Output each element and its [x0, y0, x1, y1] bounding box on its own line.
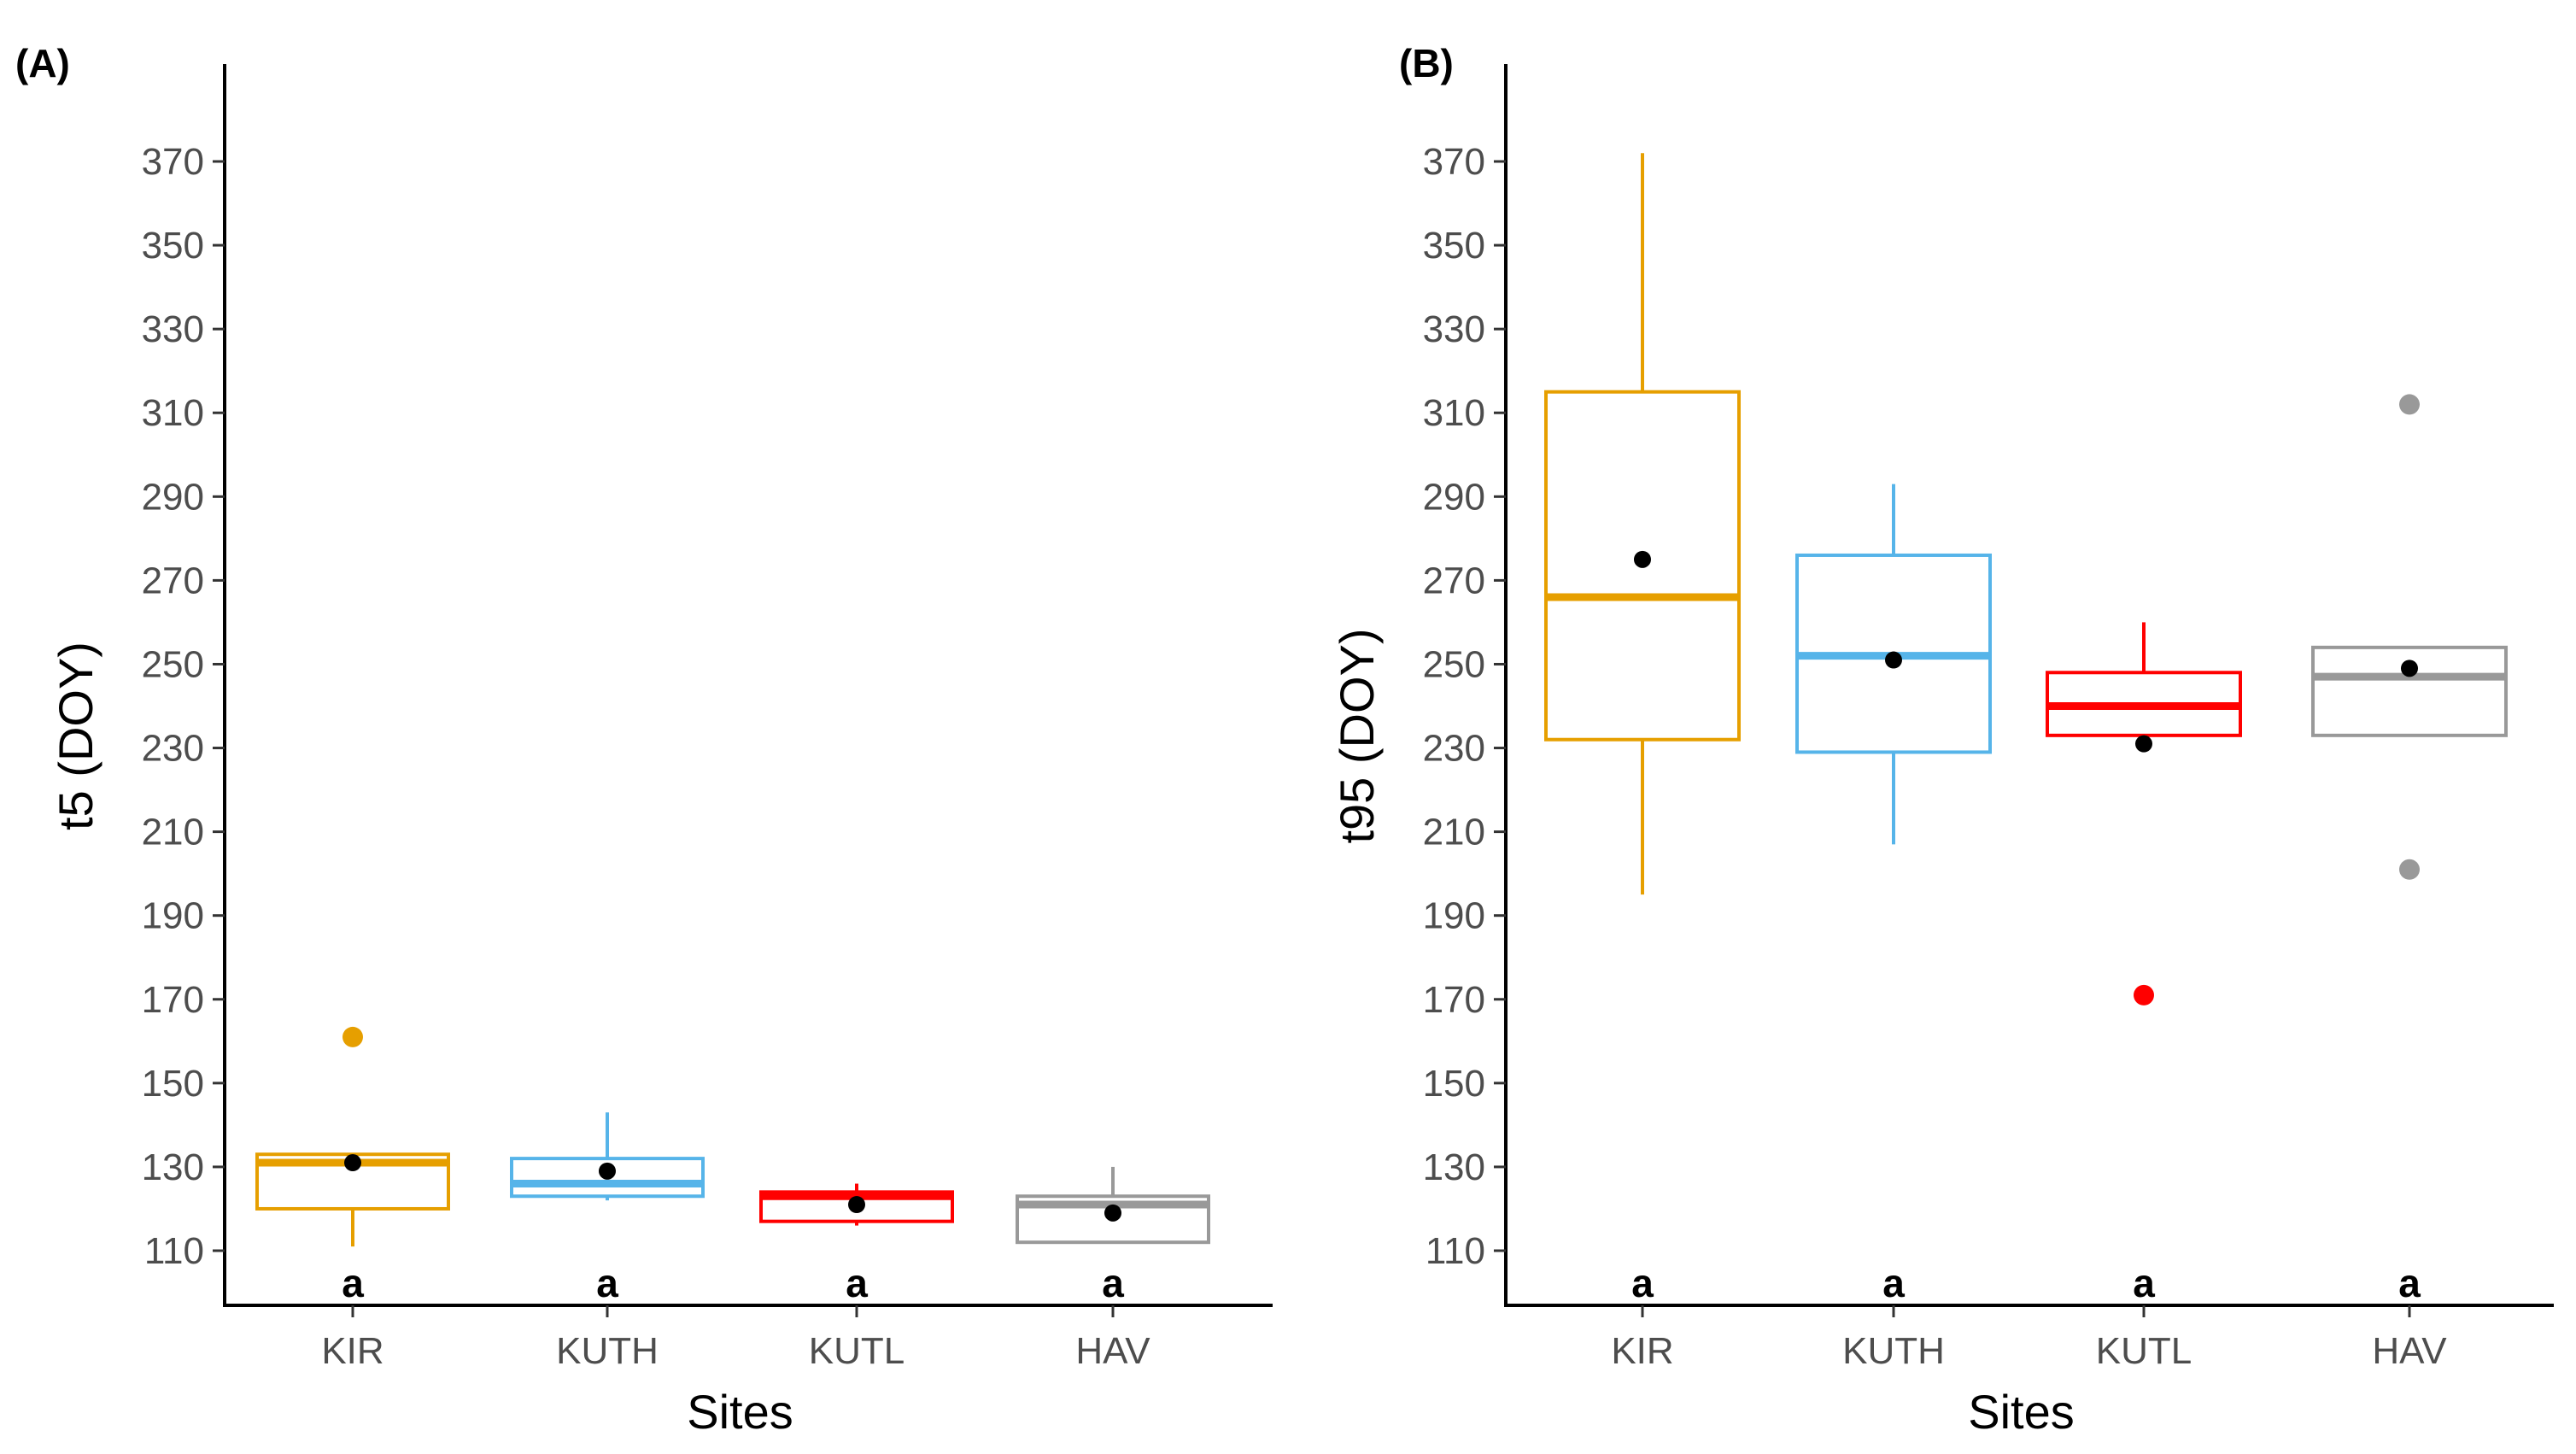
- y-tick-label: 290: [1423, 476, 1485, 518]
- x-axis-title: Sites: [1968, 1385, 2075, 1439]
- box-kir: a: [255, 1026, 450, 1305]
- y-tick-label: 370: [1423, 141, 1485, 183]
- outlier-point: [2399, 859, 2420, 880]
- box-hav: a: [1016, 1166, 1210, 1305]
- y-axis-title: t5 (DOY): [49, 642, 102, 830]
- mean-point: [599, 1162, 616, 1180]
- box-kuth: a: [510, 1112, 705, 1305]
- box-hav: a: [2311, 394, 2508, 1305]
- y-tick-label: 350: [142, 225, 204, 267]
- mean-point: [1885, 651, 1902, 669]
- group-letter: a: [596, 1261, 618, 1305]
- mean-point: [1104, 1204, 1121, 1222]
- box-kuth: a: [1795, 484, 1992, 1305]
- y-tick-label: 110: [144, 1230, 204, 1272]
- x-tick-label: KUTL: [809, 1330, 905, 1372]
- box-rect: [2311, 645, 2508, 737]
- y-tick-label: 190: [142, 895, 204, 937]
- y-tick-label: 250: [142, 643, 204, 685]
- group-letter: a: [1882, 1261, 1905, 1305]
- y-tick-label: 350: [1423, 225, 1485, 267]
- x-tick-label: HAV: [2372, 1330, 2447, 1372]
- outlier-point: [2399, 394, 2420, 415]
- group-letter: a: [342, 1261, 364, 1305]
- y-tick-label: 150: [1423, 1063, 1485, 1105]
- y-tick-label: 250: [1423, 643, 1485, 685]
- y-tick-label: 170: [142, 979, 204, 1021]
- mean-point: [848, 1196, 865, 1214]
- y-tick-label: 130: [142, 1146, 204, 1188]
- mean-point: [2401, 660, 2418, 677]
- box-rect: [1016, 1194, 1210, 1245]
- x-axis-title: Sites: [687, 1385, 793, 1439]
- y-tick-label: 210: [1423, 812, 1485, 853]
- y-tick-label: 310: [1423, 392, 1485, 434]
- box-kutl: a: [759, 1183, 954, 1305]
- group-letter: a: [1102, 1261, 1124, 1305]
- box-kir: a: [1544, 153, 1741, 1305]
- y-tick-label: 170: [1423, 979, 1485, 1021]
- box-kutl: a: [2046, 622, 2242, 1305]
- x-tick-label: KUTH: [556, 1330, 659, 1372]
- y-tick-label: 370: [142, 141, 204, 183]
- panel-a: (A) 110 130 150 170 190 210 230 250 270 290 310 330 3…: [15, 41, 1273, 1439]
- box-rect: [510, 1157, 705, 1199]
- y-tick-label: 230: [1423, 728, 1485, 770]
- y-tick-label: 270: [1423, 560, 1485, 601]
- group-letter: a: [846, 1261, 868, 1305]
- y-tick-label: 310: [142, 392, 204, 434]
- x-tick-label: KIR: [1611, 1330, 1673, 1372]
- mean-point: [344, 1154, 361, 1172]
- y-tick-label: 290: [142, 476, 204, 518]
- mean-point: [2135, 735, 2152, 753]
- y-tick-label: 330: [142, 308, 204, 350]
- y-tick-label: 150: [142, 1063, 204, 1105]
- x-tick-label: KUTH: [1842, 1330, 1945, 1372]
- box-rect: [1544, 390, 1741, 742]
- outlier-point: [2134, 984, 2154, 1005]
- panel-tag: (B): [1399, 41, 1454, 85]
- y-tick-label: 190: [1423, 895, 1485, 937]
- outlier-point: [342, 1026, 363, 1047]
- group-letter: a: [2398, 1261, 2421, 1305]
- group-letter: a: [1631, 1261, 1654, 1305]
- y-tick-label: 110: [1426, 1230, 1485, 1272]
- x-tick-label: KIR: [321, 1330, 383, 1372]
- panel-b: (B) 110 130 150 170 190 210 230 250 270 290 310 330 3…: [1330, 41, 2554, 1439]
- x-tick-label: KUTL: [2096, 1330, 2192, 1372]
- y-tick-label: 210: [142, 812, 204, 853]
- x-tick-label: HAV: [1075, 1330, 1150, 1372]
- mean-point: [1634, 550, 1651, 568]
- box-rect: [759, 1190, 954, 1223]
- y-tick-label: 270: [142, 560, 204, 601]
- group-letter: a: [2133, 1261, 2155, 1305]
- y-tick-label: 130: [1423, 1146, 1485, 1188]
- y-tick-label: 330: [1423, 308, 1485, 350]
- y-axis-title: t95 (DOY): [1330, 628, 1384, 843]
- panel-tag: (A): [15, 41, 70, 85]
- y-tick-label: 230: [142, 728, 204, 770]
